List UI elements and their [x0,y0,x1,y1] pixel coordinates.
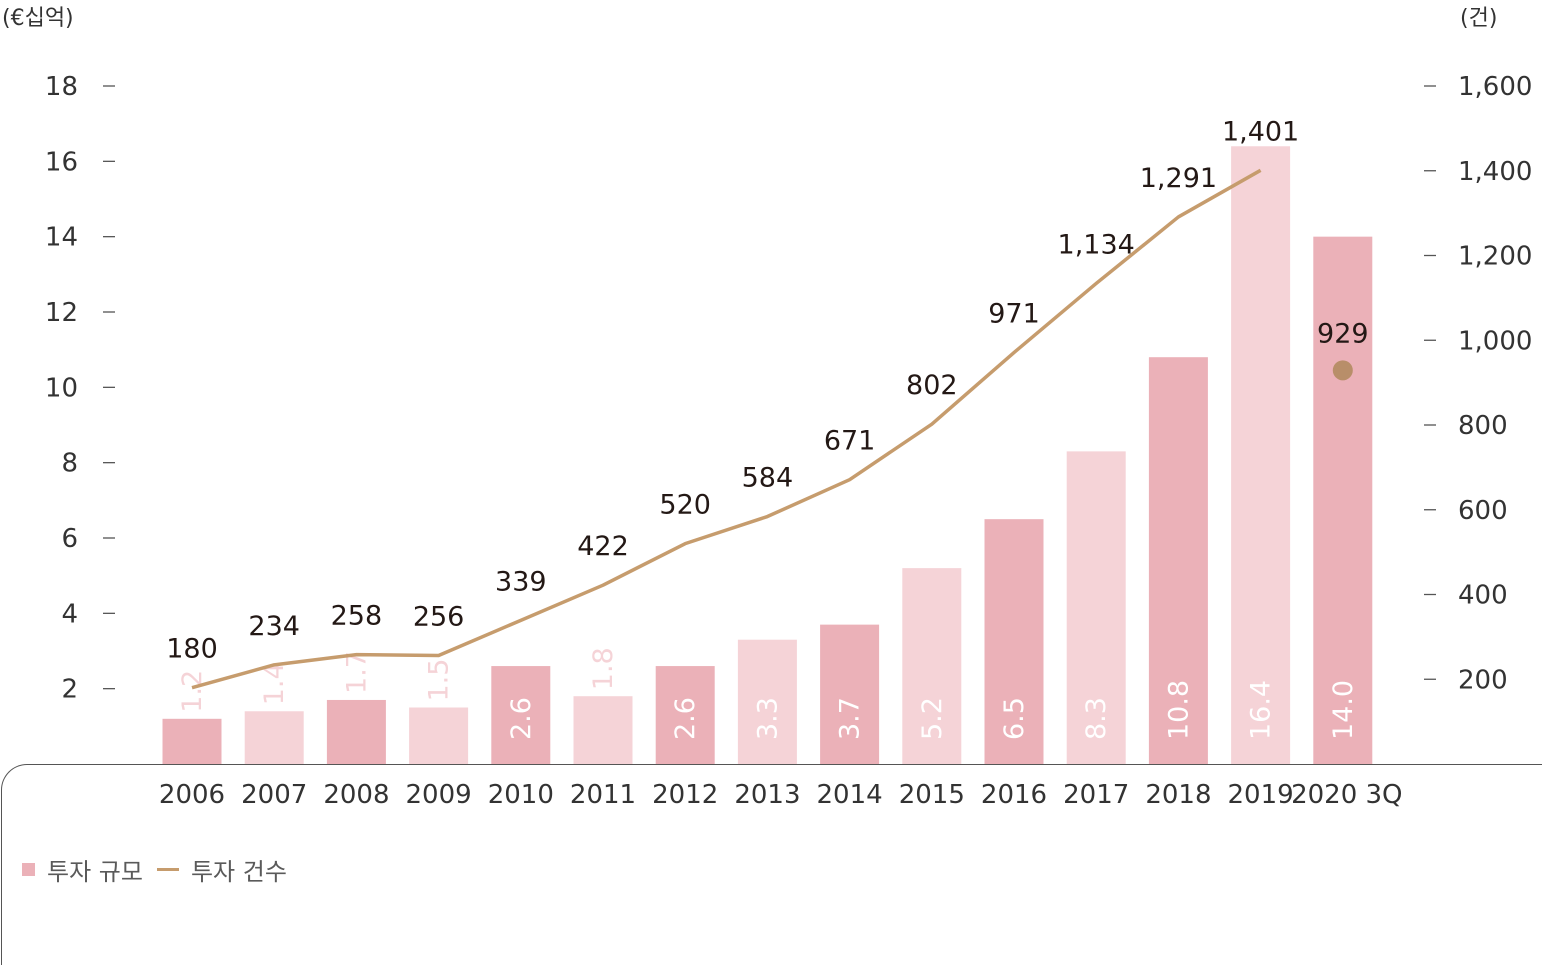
legend-item-bar: 투자 규모 [22,852,143,887]
legend-bar-swatch [22,863,35,876]
left-tick-label: 12 [45,298,78,328]
bar-value-label: 14.0 [1328,680,1359,740]
right-tick-label: 800 [1458,411,1508,441]
chart-area: 2 4 6 8 10 12 14 16 18 200 400 600 800 1,000 1,200 1,40… [45,72,1533,810]
x-tick-label: 2018 [1145,780,1211,810]
right-tick-label: 200 [1458,665,1508,695]
bar-value-label: 1.4 [259,662,290,705]
x-tick-label: 2006 [159,780,225,810]
bar [902,568,962,764]
bar [162,718,222,764]
line-value-label: 256 [413,602,465,633]
bar [737,639,797,764]
left-tick-label: 10 [45,373,78,403]
line-value-label: 339 [495,566,547,597]
line-value-label: 1,401 [1222,116,1299,147]
left-tick-label: 16 [45,147,78,177]
right-tick-label: 1,400 [1458,157,1532,187]
x-tick-label: 2019 [1228,780,1294,810]
x-tick-label: 2015 [899,780,965,810]
bar-value-label: 8.3 [1081,697,1112,740]
bar [1066,451,1126,764]
bar [984,519,1044,764]
bar-value-label: 5.2 [917,697,948,740]
right-tick-label: 400 [1458,581,1508,611]
line-value-label: 802 [906,370,958,401]
line-value-label: 234 [248,611,300,642]
left-tick-label: 6 [61,524,78,554]
line-series-path [191,168,1262,690]
right-tick-label: 1,200 [1458,242,1532,272]
legend-item-line: 투자 건수 [156,852,287,887]
bar-value-label: 1.2 [177,670,208,713]
left-tick-label: 2 [61,675,78,705]
bar [244,711,304,764]
bar-value-label: 16.4 [1246,680,1277,740]
right-tick-label: 600 [1458,496,1508,526]
x-tick-label: 2010 [488,780,554,810]
x-tick-label: 2011 [570,780,636,810]
left-tick-label: 14 [45,223,78,253]
x-tick-label: 2013 [734,780,800,810]
line-point-dot [1332,360,1353,381]
legend-bar-label: 투자 규모 [47,858,143,886]
line-value-label: 422 [577,531,629,562]
bar [491,666,551,764]
line-value-label: 971 [988,299,1040,330]
bar-value-label: 6.5 [999,697,1030,740]
x-tick-label: 2016 [981,780,1047,810]
bar [1231,146,1291,764]
bar-value-label: 1.8 [588,647,619,690]
legend-line-label: 투자 건수 [190,858,287,886]
bar [573,696,633,764]
line-value-label: 929 [1317,318,1369,349]
line-value-label: 520 [659,490,711,521]
bar-value-label: 10.8 [1163,680,1194,740]
bar-value-label: 3.3 [752,697,783,740]
line-value-label: 258 [331,601,383,632]
right-tick-label: 1,600 [1458,72,1532,102]
line-value-label: 1,134 [1058,229,1135,260]
bar-value-label: 2.6 [670,697,701,740]
bar [820,624,880,764]
bar [655,666,715,764]
x-tick-label: 2012 [652,780,718,810]
x-tick-label: 2020 3Q [1291,780,1402,810]
bar [409,707,469,764]
x-tick-label: 2008 [323,780,389,810]
bar [1313,236,1373,764]
bar-value-label: 1.7 [341,651,372,694]
bar [326,699,386,764]
left-tick-label: 4 [61,599,78,629]
right-tick-label: 1,000 [1458,326,1532,356]
left-tick-label: 18 [45,72,78,102]
x-tick-label: 2009 [406,780,472,810]
line-value-label: 671 [824,426,876,457]
x-tick-label: 2007 [241,780,307,810]
bar-value-label: 1.5 [424,659,455,702]
legend: 투자 규모 투자 건수 [22,852,301,887]
x-tick-label: 2017 [1063,780,1129,810]
bar-value-label: 3.7 [835,697,866,740]
x-tick-label: 2014 [817,780,883,810]
left-tick-label: 8 [61,449,78,479]
right-axis-unit: (건) [1460,6,1498,31]
legend-line-swatch [156,868,179,871]
line-value-label: 180 [166,634,218,665]
line-value-label: 1,291 [1140,163,1217,194]
line-value-label: 584 [742,463,794,494]
left-axis-unit: (€십억) [2,6,74,31]
bar-value-label: 2.6 [506,697,537,740]
frame-border [1,764,1542,965]
bar [1148,357,1208,764]
